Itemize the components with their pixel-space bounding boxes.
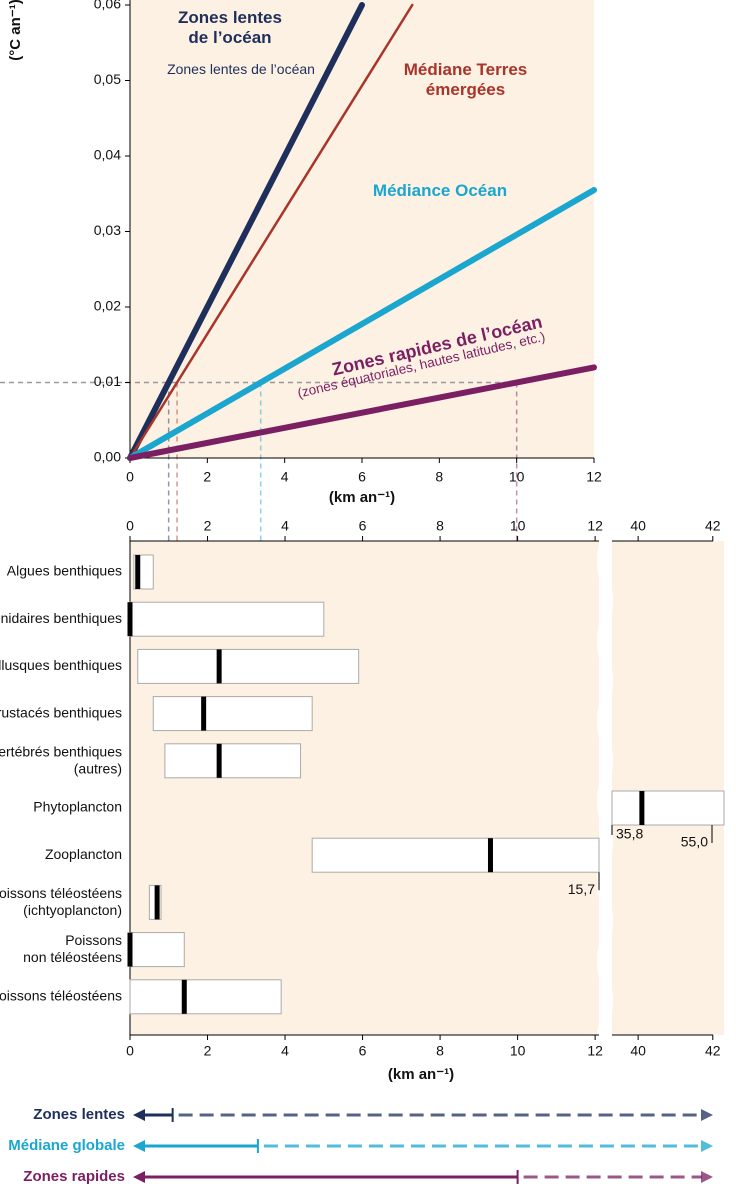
x-tick-label: 40 (630, 518, 646, 534)
median (127, 932, 133, 967)
x-tick-label: 0 (126, 518, 134, 534)
arrow-head (133, 1140, 145, 1152)
arrow-head (701, 1109, 713, 1121)
arrow-label: Zones lentes (33, 1106, 125, 1123)
arrow-head (701, 1140, 713, 1152)
median (127, 602, 133, 637)
arrow-label: Médiane globale (8, 1137, 125, 1154)
x-tick-label: 10 (510, 518, 526, 534)
x-tick-label: 8 (436, 1043, 444, 1059)
category-label: Mollusques benthiques (0, 657, 122, 673)
category-label: Poissons téléostéens (ichtyoplancton) (0, 885, 122, 918)
category-line: (autres) (74, 760, 122, 776)
x-tick-label: 42 (705, 1043, 721, 1059)
median (181, 979, 187, 1014)
x-tick-label: 2 (204, 518, 212, 534)
x-tick-label: 12 (587, 518, 603, 534)
x-tick-label: 6 (359, 518, 367, 534)
x-tick-label: 8 (435, 469, 443, 485)
y-tick-label: 0,06 (94, 0, 121, 12)
range-box (164, 743, 302, 779)
range-box (311, 837, 600, 873)
y-axis-label: (°C an⁻¹) (7, 0, 24, 61)
y-tick-label: 0,05 (94, 71, 121, 87)
x-tick-label: 2 (203, 469, 211, 485)
category-label: Phytoplancton (33, 799, 122, 815)
x-tick-label: 4 (281, 469, 289, 485)
median (639, 791, 645, 825)
category-label: Poissons téléostéens (0, 988, 122, 1004)
x-tick-label: 6 (358, 469, 366, 485)
arrow-head (133, 1171, 145, 1183)
median (487, 838, 493, 873)
category-label: Algues benthiques (7, 563, 122, 579)
range-label: 15,7 (568, 881, 595, 897)
annotation: Zones lentes de l’océan (167, 61, 315, 77)
category-label: Crustacés benthiques (0, 704, 122, 720)
y-tick-label: 0,00 (94, 449, 121, 465)
x-tick-label: 0 (126, 469, 134, 485)
range-label: 35,8 (616, 826, 643, 842)
series-label: Zones lentes de l’océan (178, 8, 282, 47)
range-label: 55,0 (681, 834, 708, 850)
axis-break (597, 539, 613, 1042)
range-box (129, 932, 185, 968)
range-box (152, 696, 313, 732)
range-box (129, 979, 282, 1015)
category-line: Poissons (65, 932, 122, 948)
series-label: Médiance Océan (372, 181, 508, 200)
x-tick-label: 8 (436, 518, 444, 534)
arrow-head (133, 1109, 145, 1121)
arrow-label: Zones rapides (23, 1168, 125, 1185)
category-line: Invertébrés benthiques (0, 743, 122, 759)
range-box (611, 790, 725, 826)
median (154, 885, 160, 920)
range-box (137, 648, 360, 684)
x-tick-label: 42 (705, 518, 721, 534)
category-line: Poissons téléostéens (0, 885, 122, 901)
x-tick-label: 4 (281, 1043, 289, 1059)
x-tick-label: 4 (281, 518, 289, 534)
x-tick-label: 40 (630, 1043, 646, 1059)
y-tick-label: 0,02 (94, 298, 121, 314)
median (135, 555, 141, 589)
x-tick-label: 12 (586, 469, 602, 485)
line (127, 186, 597, 461)
y-tick-label: 0,01 (94, 373, 121, 389)
category-line: (ichtyoplancton) (23, 902, 122, 918)
x-tick-label: 10 (509, 469, 525, 485)
x-axis-label: (km an⁻¹) (388, 1066, 454, 1083)
y-tick-label: 0,03 (94, 222, 121, 238)
x-tick-label: 12 (587, 1043, 603, 1059)
line (127, 2, 365, 461)
median (216, 649, 222, 684)
median (216, 743, 222, 778)
series-label: Médiane Terres émergées (403, 60, 528, 99)
x-tick-label: 0 (126, 1043, 134, 1059)
category-label: Cnidaires benthiques (0, 610, 122, 626)
category-label: Zooplancton (45, 846, 122, 862)
category-label: Invertébrés benthiques(autres) (0, 743, 122, 776)
median (201, 696, 207, 731)
x-tick-label: 10 (510, 1043, 526, 1059)
line (128, 3, 414, 460)
range-box (129, 601, 325, 637)
line (127, 364, 597, 461)
arrow-head (701, 1171, 713, 1183)
category-line: non téléostéens (23, 949, 122, 965)
category-label: Poissons non téléostéens (23, 932, 122, 965)
plot-background (612, 541, 724, 1035)
x-tick-label: 2 (204, 1043, 212, 1059)
x-axis-label: (km an⁻¹) (329, 489, 395, 506)
x-tick-label: 6 (359, 1043, 367, 1059)
y-tick-label: 0,04 (94, 147, 121, 163)
